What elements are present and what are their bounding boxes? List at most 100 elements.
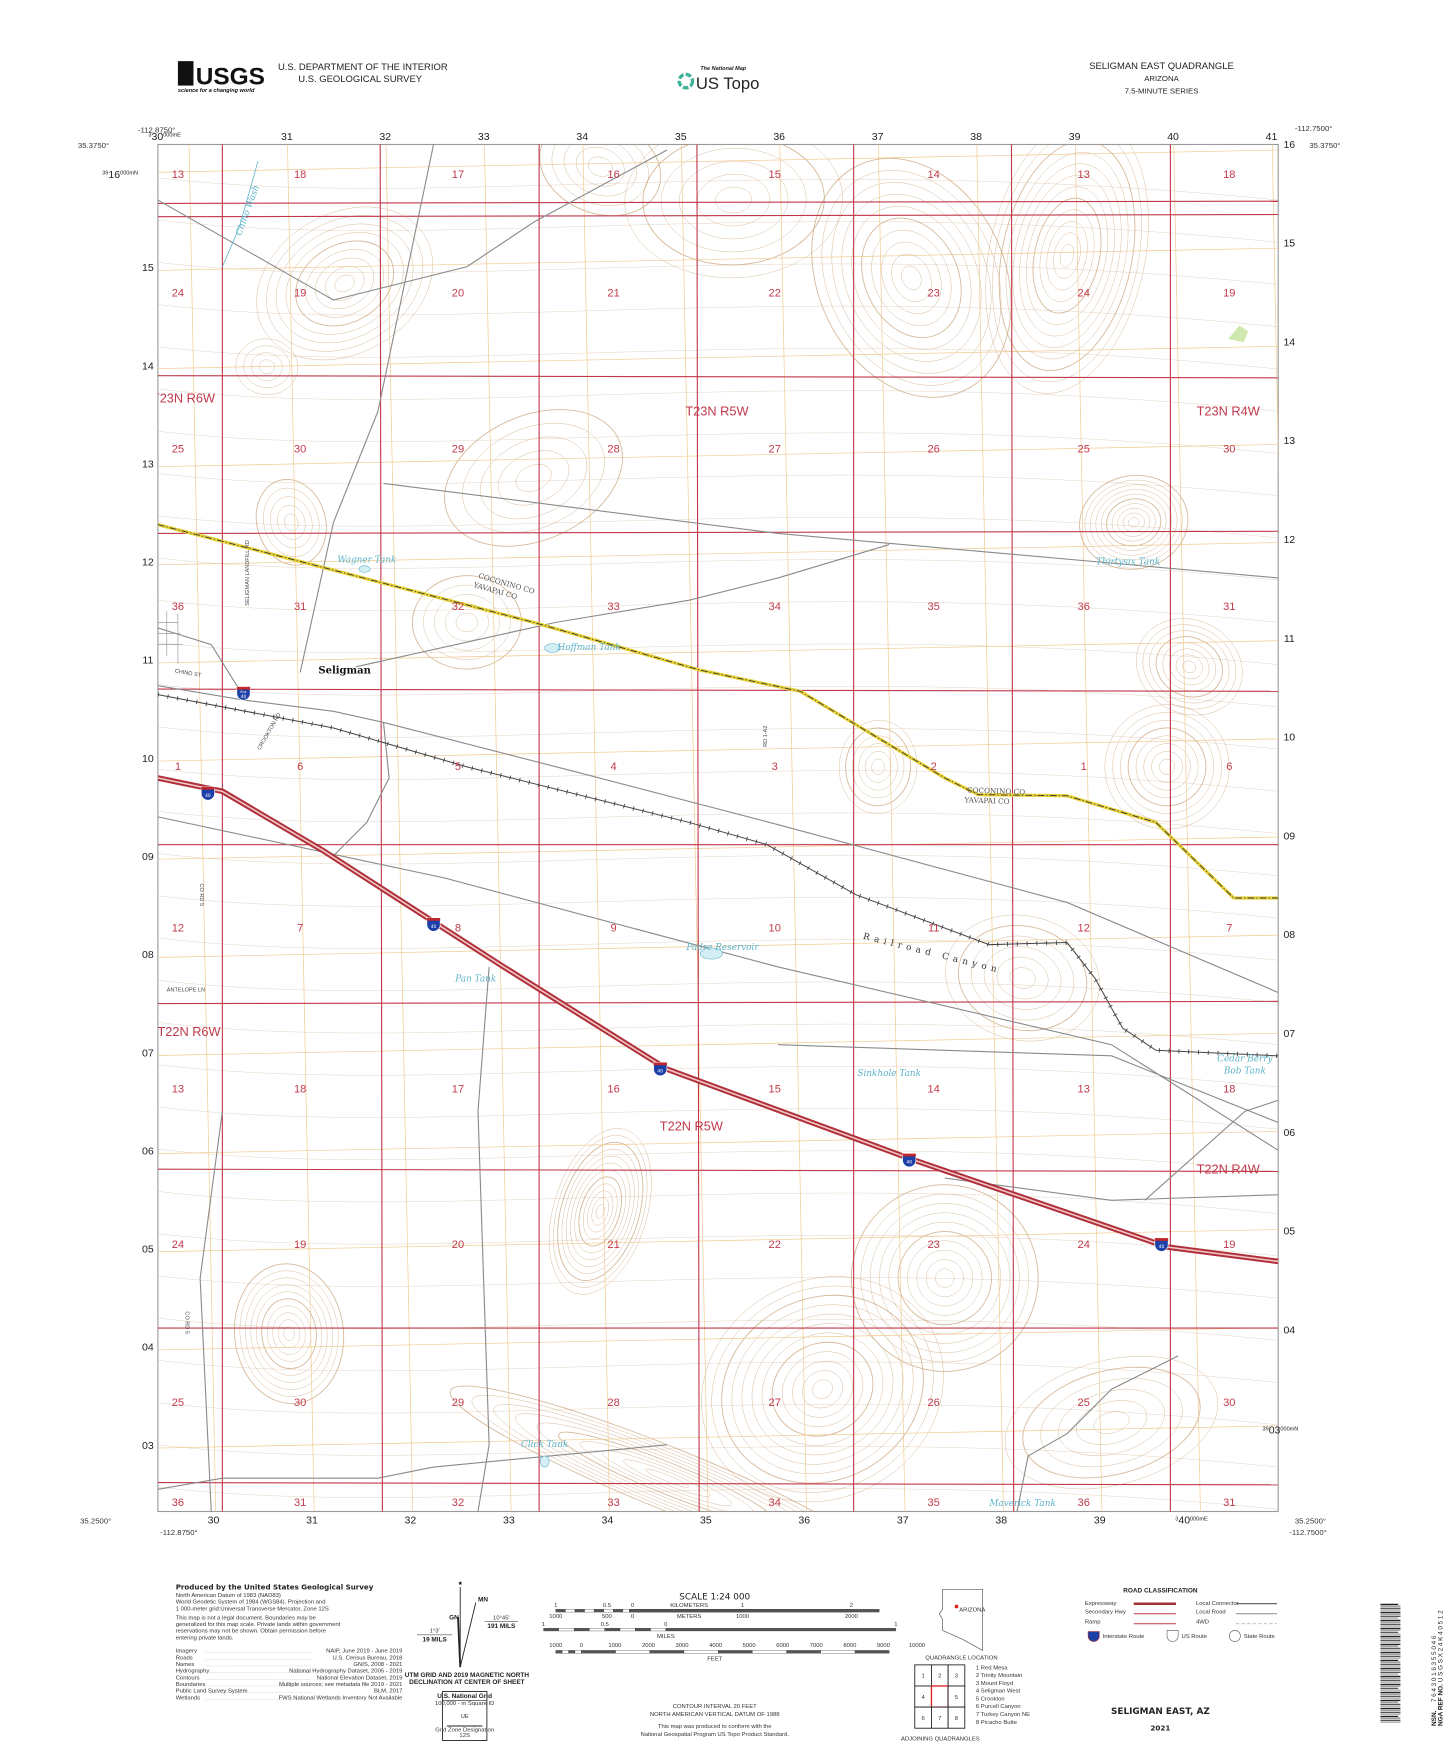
utm-easting-line <box>1271 144 1279 470</box>
gn-angle: 1°3' <box>430 1629 440 1635</box>
contour-line <box>561 1148 639 1274</box>
scale-tick: 1 <box>554 1603 557 1609</box>
northing-label: 05 <box>1283 1226 1295 1238</box>
contour-line <box>1127 727 1207 807</box>
section-number: 34 <box>769 601 781 613</box>
section-number: 15 <box>769 1084 781 1096</box>
scale-tick: 0 <box>664 1622 668 1628</box>
utm-northing-line <box>157 1131 1279 1154</box>
source-value: National Hydrography Dataset, 2005 - 201… <box>289 1669 402 1675</box>
contour-line <box>881 241 942 314</box>
water-feature-label: Bob Tank <box>1223 1067 1266 1077</box>
contour-line <box>1155 636 1223 698</box>
county-line <box>157 524 1279 899</box>
us-topo-label: US Topo <box>696 74 760 93</box>
northing-label: 04 <box>1283 1324 1295 1336</box>
contour-line <box>256 1291 323 1376</box>
adjoining-quad-name: 7 Turkey Canyon NE <box>976 1712 1030 1718</box>
section-number: 17 <box>452 169 464 181</box>
adjoining-quad-number: 8 <box>955 1716 959 1722</box>
utm-easting-line <box>779 144 807 1512</box>
road-wagner <box>299 144 435 673</box>
section-line <box>157 213 1279 218</box>
usng-title: U.S. National Grid <box>437 1693 492 1700</box>
us-national-grid-box: U.S. National Grid 100,000 - m Square ID… <box>435 1691 494 1741</box>
contour-line <box>957 924 1088 1032</box>
easting-label: 31 <box>306 1515 318 1527</box>
easting-label: 32 <box>405 1515 417 1527</box>
contour-line <box>587 1190 614 1233</box>
scale-tick: 8000 <box>843 1643 857 1649</box>
easting-label: 41 <box>1266 131 1278 143</box>
easting-label: 40 <box>1167 131 1179 143</box>
section-number: 11 <box>928 922 940 934</box>
arizona-outline-icon <box>938 1588 983 1651</box>
section-number: 19 <box>1223 1239 1235 1251</box>
scale-bar-segment <box>683 1650 719 1654</box>
contour-line <box>157 388 1279 412</box>
utm-northing-line <box>157 1229 1279 1253</box>
contour-line <box>157 346 1279 370</box>
source-label: Wetlands <box>176 1695 200 1701</box>
barcode-bar <box>1380 1661 1401 1663</box>
svg-text:40: 40 <box>431 924 437 930</box>
source-value: NAIP, June 2019 - June 2019 <box>326 1649 402 1655</box>
barcode-bar <box>1380 1685 1401 1687</box>
contour-line <box>741 1313 904 1465</box>
contour-line <box>1120 719 1214 814</box>
gn-label: GN <box>449 1614 459 1621</box>
utm-easting-line <box>582 144 610 1512</box>
northing-label: 15 <box>142 262 154 274</box>
source-value: Multiple sources; see metadata file 2019… <box>279 1682 402 1688</box>
barcode-bar <box>1380 1701 1399 1703</box>
contour-line <box>781 1351 864 1428</box>
nsn-label: NSN. 7643016355046 <box>1431 1634 1438 1726</box>
road-route-66 <box>157 685 1279 993</box>
section-number: 36 <box>1078 601 1090 613</box>
legend-secondary-hwy: Secondary Hwy <box>1085 1610 1126 1616</box>
township-label: T22N R6W <box>157 1024 220 1039</box>
interstate-40-shield-icon: 40 <box>1154 1237 1169 1252</box>
scale-bar-segment <box>613 1609 624 1613</box>
northing-label: 07 <box>1283 1028 1295 1040</box>
section-number: 25 <box>1078 1397 1090 1409</box>
contour-line <box>715 186 752 214</box>
contour-line <box>761 1332 884 1446</box>
scale-bar-segment <box>568 1650 576 1654</box>
scale-bar-segment <box>565 1609 576 1613</box>
interstate-40-median <box>157 777 1279 1263</box>
utm-northing-line <box>157 149 1279 173</box>
road-name-label: CO RD 5 <box>184 1311 190 1334</box>
section-number: 30 <box>1223 1397 1235 1409</box>
svg-text:40: 40 <box>906 1160 912 1166</box>
vegetation-patch <box>1228 325 1249 343</box>
barcode-bar <box>1380 1667 1401 1670</box>
utm-northing-line <box>157 247 1279 271</box>
northing-label: 09 <box>142 851 154 863</box>
contour-line <box>551 144 649 207</box>
easting-label: 33 <box>478 131 490 143</box>
northing-label: 06 <box>142 1145 154 1157</box>
usng-square-id: UE <box>461 1714 469 1720</box>
water-feature-label: Cedar Berry <box>1217 1054 1273 1064</box>
barcode-bar <box>1380 1713 1401 1715</box>
road-cedar <box>1144 1099 1279 1201</box>
utm-northing-line <box>157 444 1279 468</box>
easting-label: 37 <box>897 1515 909 1527</box>
barcode-bar <box>1380 1703 1401 1705</box>
section-line <box>1010 144 1015 1512</box>
contour-line <box>479 436 588 520</box>
svg-text:40: 40 <box>205 793 211 799</box>
contour-line <box>235 338 299 396</box>
contour-line <box>871 758 885 775</box>
contour-line <box>811 157 1012 398</box>
legend-state-route: State Route <box>1244 1634 1275 1640</box>
scale-bar-segment <box>650 1628 666 1632</box>
contour-line <box>1182 660 1197 674</box>
scale-tick: 0 <box>631 1614 635 1620</box>
section-number: 32 <box>452 601 464 613</box>
scale-bar-segment <box>573 1628 590 1632</box>
contour-line <box>1095 489 1172 556</box>
road-class-title: ROAD CLASSIFICATION <box>1123 1588 1198 1595</box>
